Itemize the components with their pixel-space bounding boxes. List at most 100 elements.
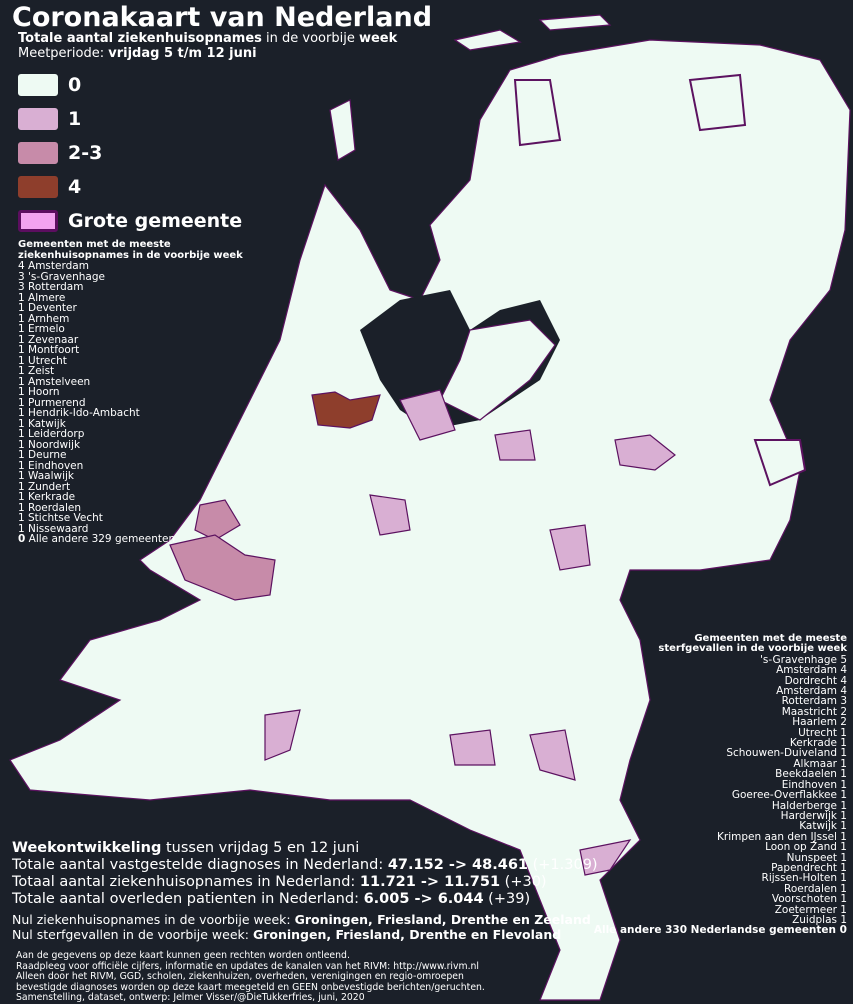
legend-label: Grote gemeente — [68, 210, 243, 232]
text-segment: (+30) — [500, 874, 547, 890]
list-entry: Rijssen-Holten 1 — [761, 872, 847, 885]
list-entry: Amsterdam 4 — [776, 664, 847, 677]
list-entry: 1 Zeist — [18, 365, 55, 377]
summary-line: Nul ziekenhuisopnames in de voorbije wee… — [12, 912, 598, 927]
region — [169, 534, 276, 601]
legend-label: 0 — [68, 74, 82, 96]
list-entry: Haarlem 2 — [792, 716, 847, 729]
region — [369, 494, 411, 536]
text-segment: 0 — [18, 533, 26, 545]
list-entry: Halderberge 1 — [771, 799, 847, 812]
list-entry: 1 Roerdalen — [18, 501, 81, 514]
list-entry: Alkmaar 1 — [793, 757, 847, 770]
legend-item: 1 — [18, 102, 242, 136]
deaths-list: Gemeenten met de meeste sterfgevallen in … — [594, 633, 847, 936]
text-segment: Meetperiode: — [18, 46, 109, 61]
list-entry: 1 Waalwijk — [18, 470, 75, 482]
legend-swatch — [18, 142, 58, 164]
amsterdam — [311, 391, 381, 429]
text-segment: Totale aantal vastgestelde diagnoses in … — [12, 857, 388, 873]
list-entry: Zoetermeer 1 — [774, 903, 847, 916]
netherlands — [9, 39, 851, 1001]
footer-line: Samenstelling, dataset, ontwerp: Jelmer … — [16, 992, 365, 1003]
footer-line: Aan de gegevens op deze kaart kunnen gee… — [16, 950, 350, 961]
list-entry: Roerdalen 1 — [784, 882, 847, 895]
text-segment: (+39) — [483, 891, 531, 907]
big-city — [513, 79, 562, 147]
legend-item: 4 — [18, 170, 242, 204]
list-entry: Papendrecht 1 — [771, 861, 847, 874]
list-entry: 1 Utrecht — [18, 354, 67, 367]
list-entry: Harderwijk 1 — [780, 809, 847, 822]
list-entry: 1 Ermelo — [18, 323, 65, 335]
region — [264, 709, 301, 761]
summary-line: Totaal aantal ziekenhuisopnames in Neder… — [12, 874, 598, 891]
legend-item: 0 — [18, 68, 242, 102]
period: Meetperiode: vrijdag 5 t/m 12 juni — [18, 46, 257, 61]
text-segment: Totale aantal overleden patienten in Ned… — [12, 891, 364, 907]
list-entry: 1 Leiderdorp — [18, 428, 85, 440]
legend-item: 2-3 — [18, 136, 242, 170]
legend-swatch — [18, 176, 58, 198]
text-segment: Weekontwikkeling — [12, 840, 162, 856]
list-entry: 1 Almere — [18, 291, 66, 304]
text-segment: Totaal aantal ziekenhuisopnames in Neder… — [12, 874, 360, 890]
text-segment: Groningen, Friesland, Drenthe en Zeeland — [294, 912, 591, 927]
list-entry: 1 Hoorn — [18, 386, 60, 398]
legend: 0 1 2-3 4 Grote gemeente — [18, 68, 242, 238]
list-footer: 0 Alle andere 329 gemeenten — [18, 534, 243, 545]
island — [453, 29, 522, 51]
region — [529, 729, 576, 781]
region — [579, 839, 632, 876]
text-segment: week — [358, 31, 398, 46]
hospital-list: Gemeenten met de meeste ziekenhuisopnames… — [18, 239, 243, 545]
list-entry: 1 Hendrik-Ido-Ambacht — [18, 407, 140, 419]
list-heading: Gemeenten met de meeste — [694, 633, 847, 644]
list-entry: Schouwen-Duiveland 1 — [726, 747, 847, 760]
legend-label: 2-3 — [68, 142, 103, 164]
list-entry: 1 Montfoort — [18, 344, 80, 356]
text-segment: (+1.309) — [528, 857, 598, 873]
list-entry: 1 Eindhoven — [18, 459, 84, 472]
region — [399, 389, 456, 441]
list-entry: Krimpen aan den IJssel 1 — [717, 830, 847, 843]
list-heading: Gemeenten met de meeste — [18, 239, 171, 250]
list-entry: Beekdaelen 1 — [775, 768, 847, 781]
list-entry: Eindhoven 1 — [781, 778, 847, 791]
list-entry: Voorschoten 1 — [771, 893, 847, 906]
list-entry: Utrecht 1 — [798, 726, 847, 739]
text-segment: Groningen, Friesland, Drenthe en Flevola… — [252, 927, 562, 942]
region — [449, 729, 496, 766]
list-heading: sterfgevallen in de voorbije week — [658, 643, 847, 655]
list-entry: Dordrecht 4 — [784, 674, 847, 687]
text-segment: Nul ziekenhuisopnames in de voorbije wee… — [12, 912, 295, 927]
subtitle: Totale aantal ziekenhuisopnames in de vo… — [18, 31, 397, 46]
list-entry: Amsterdam 4 — [776, 685, 847, 698]
region — [614, 434, 676, 471]
list-entry: Maastricht 2 — [781, 705, 847, 718]
list-entry: 1 Purmerend — [18, 396, 86, 409]
text-segment: 47.152 -> 48.461 — [387, 857, 528, 873]
summary: Weekontwikkeling tussen vrijdag 5 en 12 … — [12, 840, 598, 942]
list-entry: 1 Katwijk — [18, 417, 66, 430]
summary-line: Nul sterfgevallen in de voorbije week: G… — [12, 927, 598, 942]
footer-line: Alleen door het RIVM, GGD, scholen, ziek… — [16, 971, 464, 982]
footer-line: bevestigde diagnoses worden op deze kaar… — [16, 981, 485, 993]
list-entry: Loon op Zand 1 — [765, 841, 847, 854]
legend-swatch — [18, 108, 58, 130]
list-entry: 3 Rotterdam — [18, 281, 84, 293]
region — [194, 499, 241, 541]
list-entry: Zuidplas 1 — [792, 913, 847, 926]
list-entry: 1 Amstelveen — [18, 375, 91, 388]
list-entry: 1 Zevenaar — [18, 333, 79, 346]
summary-line: Totale aantal vastgestelde diagnoses in … — [12, 857, 598, 874]
list-entry: 1 Arnhem — [18, 312, 70, 325]
text-segment: Totale aantal ziekenhuisopnames — [18, 31, 262, 46]
text-segment: tussen vrijdag 5 en 12 juni — [161, 840, 360, 856]
summary-line: Totale aantal overleden patienten in Ned… — [12, 891, 598, 908]
title: Coronakaart van Nederland — [12, 2, 433, 33]
list-entry: Nunspeet 1 — [786, 851, 847, 864]
list-heading: ziekenhuisopnames in de voorbije week — [18, 249, 243, 261]
